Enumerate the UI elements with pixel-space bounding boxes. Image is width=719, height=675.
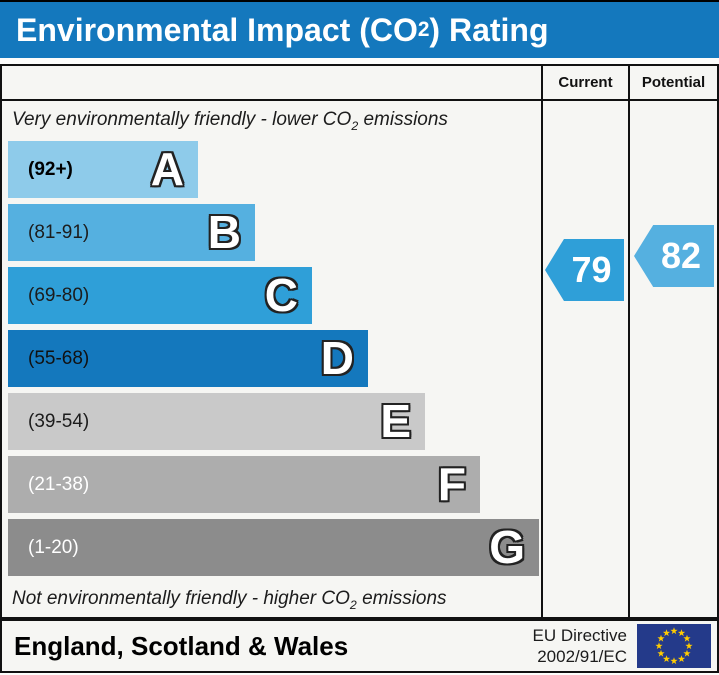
band-row-b: (81-91) B — [8, 204, 541, 267]
current-rating-arrow: 79 — [545, 239, 624, 301]
bands-area: Very environmentally friendly - lower CO… — [2, 101, 541, 617]
current-rating-arrow-value: 79 — [571, 249, 612, 290]
band-row-f: (21-38) F — [8, 456, 541, 519]
region-label: England, Scotland & Wales — [14, 630, 349, 661]
column-header-potential: Potential — [628, 66, 717, 99]
band-range-label: (81-91) — [28, 221, 90, 243]
band-bar-b: (81-91) B — [8, 204, 255, 261]
band-bar-d: (55-68) D — [8, 330, 368, 387]
band-row-a: (92+) A — [8, 141, 541, 204]
table-header-row: Current Potential — [2, 66, 717, 101]
potential-rating-arrow: 82 — [634, 225, 714, 287]
band-letter: F — [437, 457, 466, 510]
eu-directive-line1: EU Directive — [532, 625, 627, 645]
page-title-subscript: 2 — [417, 18, 430, 41]
band-bar-f: (21-38) F — [8, 456, 480, 513]
band-bar-e: (39-54) E — [8, 393, 425, 450]
potential-rating-arrow-value: 82 — [660, 235, 702, 276]
band-row-d: (55-68) D — [8, 330, 541, 393]
table-header-spacer — [2, 66, 541, 99]
band-range-label: (92+) — [28, 158, 73, 180]
potential-column: 82 — [628, 101, 717, 617]
band-letter: B — [207, 205, 241, 258]
eu-flag-icon — [637, 624, 711, 668]
rating-bands: (92+) A (81-91) B (69-80) C (55-68) D (39-54) E (2… — [2, 141, 541, 582]
caption-top-text: Very environmentally friendly - lower CO… — [12, 109, 448, 133]
band-range-label: (69-80) — [28, 284, 90, 306]
band-letter: E — [380, 394, 411, 447]
current-column: 79 — [541, 101, 628, 617]
band-letter: D — [320, 331, 354, 384]
band-bar-g: (1-20) G — [8, 519, 539, 576]
band-bar-a: (92+) A — [8, 141, 198, 198]
caption-bottom: Not environmentally friendly - higher CO… — [2, 582, 541, 617]
band-letter: C — [264, 268, 298, 321]
band-row-c: (69-80) C — [8, 267, 541, 330]
eu-directive-line2: 2002/91/EC — [537, 647, 627, 666]
band-row-e: (39-54) E — [8, 393, 541, 456]
rating-table: Current Potential Very environmentally f… — [0, 64, 719, 619]
footer: England, Scotland & Wales EU Directive 2… — [0, 619, 719, 673]
page-title-suffix: ) Rating — [429, 11, 549, 48]
band-range-label: (39-54) — [28, 410, 90, 432]
page-title-text: Environmental Impact (CO — [16, 11, 418, 48]
table-body: Very environmentally friendly - lower CO… — [2, 101, 717, 617]
caption-top: Very environmentally friendly - lower CO… — [2, 101, 541, 141]
band-letter: G — [489, 520, 525, 573]
band-letter: A — [150, 142, 184, 195]
column-header-current: Current — [541, 66, 628, 99]
page-title: Environmental Impact (CO 2) Rating — [0, 0, 719, 58]
band-row-g: (1-20) G — [8, 519, 541, 582]
band-range-label: (55-68) — [28, 347, 90, 369]
band-range-label: (21-38) — [28, 473, 90, 495]
band-range-label: (1-20) — [28, 536, 79, 558]
band-bar-c: (69-80) C — [8, 267, 312, 324]
caption-bottom-text: Not environmentally friendly - higher CO… — [12, 587, 447, 612]
eu-directive-label: EU Directive 2002/91/EC — [533, 625, 627, 668]
